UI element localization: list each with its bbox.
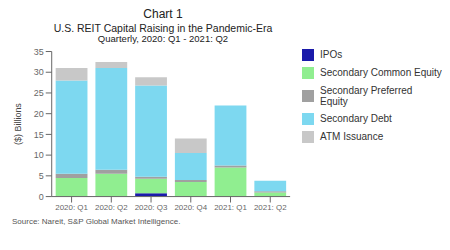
svg-text:10: 10 [34, 150, 44, 160]
svg-text:0: 0 [39, 192, 44, 202]
html-text:Secondary Common Equity: Secondary Common Equity [320, 67, 442, 79]
html-text:Source: Nareit, S&P Global Mar: Source: Nareit, S&P Global Market Intell… [12, 216, 181, 226]
svg-text:($) Billions: ($) Billions [13, 102, 23, 144]
svg-text:2020: Q3: 2020: Q3 [135, 203, 168, 212]
html-text:Secondary Debt: Secondary Debt [320, 113, 392, 125]
svg-text:2020: Q2: 2020: Q2 [95, 203, 128, 212]
html-text:Secondary Preferred Equity: Secondary Preferred Equity [320, 84, 413, 107]
svg-text:2020: Q4: 2020: Q4 [174, 203, 207, 212]
html-text:ATM Issuance: ATM Issuance [320, 131, 384, 143]
svg-text:2020: Q1: 2020: Q1 [55, 203, 88, 212]
svg-text:5: 5 [39, 171, 44, 181]
svg-text:15: 15 [34, 129, 44, 139]
html-text:Chart 1: Chart 1 [143, 7, 183, 21]
svg-text:2021: Q2: 2021: Q2 [254, 203, 287, 212]
html-text:U.S. REIT Capital Raising in t: U.S. REIT Capital Raising in the Pandemi… [53, 21, 273, 34]
svg-text:35: 35 [34, 46, 44, 56]
html-text:Quarterly, 2020: Q1 - 2021: Q2: Quarterly, 2020: Q1 - 2021: Q2 [97, 32, 229, 44]
svg-text:25: 25 [34, 88, 44, 98]
svg-text:2021: Q1: 2021: Q1 [214, 203, 247, 212]
svg-text:20: 20 [34, 109, 44, 119]
svg-text:30: 30 [34, 67, 44, 77]
html-text:IPOs: IPOs [320, 49, 343, 61]
